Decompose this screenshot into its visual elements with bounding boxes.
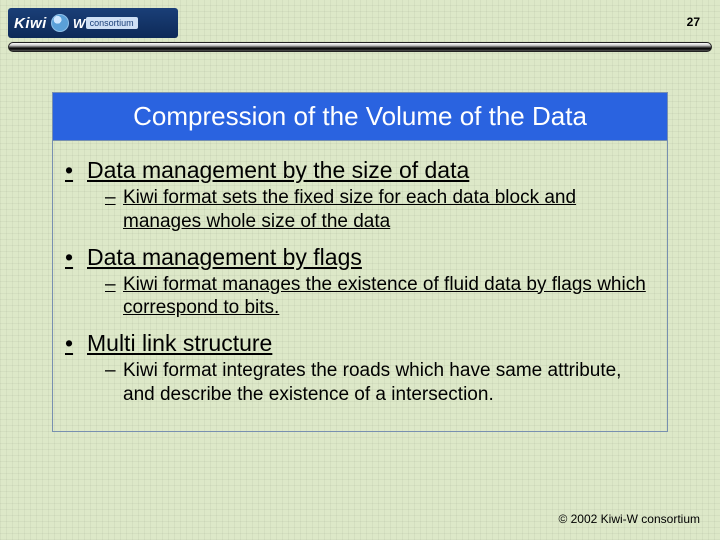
header-divider	[8, 42, 712, 52]
sub-bullet-item: – Kiwi format sets the fixed size for ea…	[105, 186, 655, 234]
bullet-dash-icon: –	[105, 273, 123, 321]
sub-bullet-item: – Kiwi format manages the existence of f…	[105, 273, 655, 321]
bullet-item: • Data management by the size of data	[65, 157, 655, 184]
bullet-item: • Data management by flags	[65, 244, 655, 271]
page-number: 27	[687, 15, 700, 29]
bullet-dot-icon: •	[65, 244, 87, 271]
logo-subtext: consortium	[86, 17, 138, 29]
sub-bullet-text: Kiwi format manages the existence of flu…	[123, 273, 655, 321]
sub-bullet-text: Kiwi format integrates the roads which h…	[123, 359, 655, 407]
bullet-text: Data management by flags	[87, 244, 362, 271]
bullet-dash-icon: –	[105, 359, 123, 407]
sub-bullet-item: – Kiwi format integrates the roads which…	[105, 359, 655, 407]
slide-title: Compression of the Volume of the Data	[53, 93, 667, 141]
sub-bullet-text: Kiwi format sets the fixed size for each…	[123, 186, 655, 234]
bullet-item: • Multi link structure	[65, 330, 655, 357]
content-card: Compression of the Volume of the Data • …	[52, 92, 668, 432]
card-body: • Data management by the size of data – …	[53, 141, 667, 431]
logo-brand: Kiwi	[14, 15, 47, 32]
bullet-text: Data management by the size of data	[87, 157, 469, 184]
bullet-dot-icon: •	[65, 330, 87, 357]
logo-globe-icon	[51, 14, 69, 32]
bullet-dot-icon: •	[65, 157, 87, 184]
bullet-text: Multi link structure	[87, 330, 272, 357]
logo-suffix: W	[73, 16, 86, 31]
logo: Kiwi W consortium	[8, 8, 178, 38]
copyright: © 2002 Kiwi-W consortium	[558, 512, 700, 526]
bullet-dash-icon: –	[105, 186, 123, 234]
